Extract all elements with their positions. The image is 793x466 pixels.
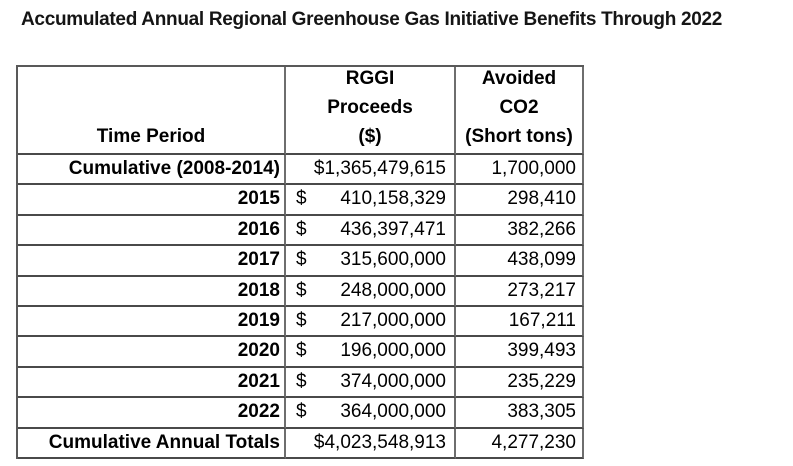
header-rggi-proceeds: RGGI Proceeds ($) (286, 67, 456, 155)
row-proceeds: $ 217,000,000 (286, 306, 456, 338)
row-proceeds: $ 248,000,000 (286, 276, 456, 307)
proceeds-amount: 196,000,000 (340, 340, 446, 362)
page-title: Accumulated Annual Regional Greenhouse G… (21, 9, 723, 30)
currency-symbol: $ (313, 431, 325, 453)
row-period: 2015 (18, 185, 286, 216)
proceeds-amount: 248,000,000 (340, 279, 446, 301)
header-time-period: Time Period (18, 67, 286, 155)
currency-symbol: $ (296, 188, 307, 210)
currency-symbol: $ (296, 249, 307, 271)
row-avoided: 235,229 (456, 367, 584, 399)
currency-symbol: $ (296, 279, 307, 301)
currency-symbol: $ (296, 309, 307, 331)
row-proceeds: $ 196,000,000 (286, 337, 456, 368)
header-proceeds-line2: Proceeds (327, 97, 413, 118)
proceeds-amount: 1,365,479,615 (324, 158, 446, 179)
proceeds-amount: 217,000,000 (340, 309, 446, 331)
proceeds-amount: 374,000,000 (340, 370, 446, 392)
row-avoided: 438,099 (456, 246, 584, 277)
header-avoided-line3: (Short tons) (465, 126, 573, 147)
row-proceeds: $ 315,600,000 (286, 246, 456, 277)
row-avoided: 382,266 (456, 215, 584, 247)
header-avoided-line1: Avoided (481, 68, 557, 89)
proceeds-amount: 436,397,471 (340, 218, 446, 240)
currency-symbol: $ (296, 370, 307, 392)
row-avoided: 4,277,230 (456, 428, 584, 459)
row-period: 2019 (18, 306, 286, 338)
row-avoided: 273,217 (456, 276, 584, 307)
row-proceeds: $ 410,158,329 (286, 185, 456, 216)
header-avoided-co2: Avoided CO2 (Short tons) (456, 67, 584, 155)
header-proceeds-line3: ($) (358, 126, 382, 147)
row-avoided: 399,493 (456, 337, 584, 368)
proceeds-amount: 364,000,000 (340, 401, 446, 423)
currency-symbol: $ (296, 340, 307, 362)
row-period: 2018 (18, 276, 286, 307)
row-period: 2016 (18, 215, 286, 247)
row-proceeds: $ 1,365,479,615 (286, 155, 456, 186)
row-avoided: 298,410 (456, 185, 584, 216)
row-period: 2021 (18, 367, 286, 399)
row-avoided: 167,211 (456, 306, 584, 338)
header-avoided-line2: CO2 (499, 97, 539, 118)
currency-symbol: $ (296, 401, 307, 423)
row-period: Cumulative Annual Totals (18, 428, 286, 459)
row-period: 2017 (18, 246, 286, 277)
rggi-benefits-table: Time Period RGGI Proceeds ($) Avoided CO… (16, 65, 584, 459)
currency-symbol: $ (313, 158, 325, 179)
row-proceeds: $ 4,023,548,913 (286, 428, 456, 459)
row-period: Cumulative (2008-2014) (18, 155, 286, 186)
proceeds-amount: 315,600,000 (340, 249, 446, 271)
row-period: 2022 (18, 398, 286, 429)
row-period: 2020 (18, 337, 286, 368)
row-proceeds: $ 364,000,000 (286, 398, 456, 429)
proceeds-amount: 4,023,548,913 (324, 431, 446, 453)
header-proceeds-line1: RGGI (345, 68, 395, 89)
row-avoided: 383,305 (456, 398, 584, 429)
currency-symbol: $ (296, 218, 307, 240)
row-avoided: 1,700,000 (456, 155, 584, 186)
row-proceeds: $ 374,000,000 (286, 367, 456, 399)
row-proceeds: $ 436,397,471 (286, 215, 456, 247)
header-time-period-label: Time Period (96, 126, 206, 147)
proceeds-amount: 410,158,329 (340, 188, 446, 210)
